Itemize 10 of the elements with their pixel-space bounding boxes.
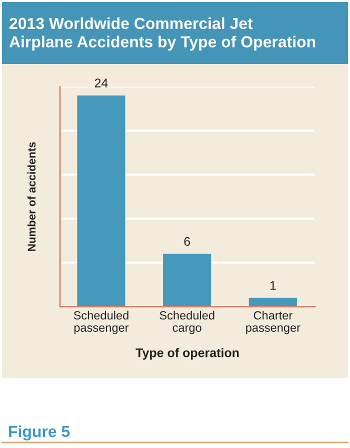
caption: Figure 5 (9, 425, 70, 440)
x-tick-label: Charter passenger (246, 310, 300, 334)
data-label: 24 (94, 78, 108, 88)
chart-title: 2013 Worldwide Commercial Jet Airplane Accidents by Type of Operation (9, 17, 316, 51)
data-label: 1 (270, 281, 276, 290)
x-tick-label: Scheduled cargo (160, 310, 214, 334)
x-tick-label: Scheduled passenger (74, 310, 129, 334)
data-label: 6 (184, 237, 190, 246)
x-axis-title: Type of operation (136, 348, 239, 360)
y-axis-title: Number of accidents (27, 142, 36, 251)
